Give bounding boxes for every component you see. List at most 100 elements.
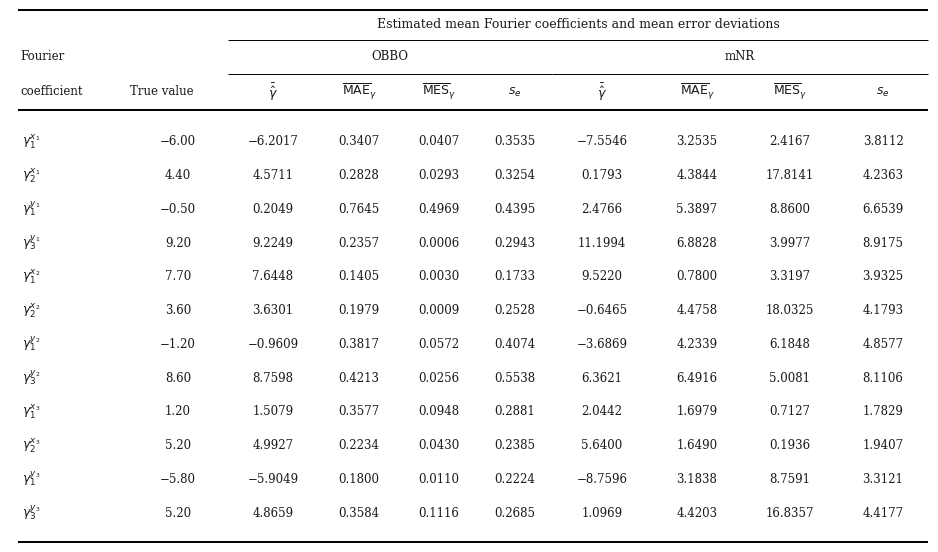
Text: $\overline{\mathrm{MAE}}_{\gamma}$: $\overline{\mathrm{MAE}}_{\gamma}$ <box>679 82 715 102</box>
Text: 0.2385: 0.2385 <box>494 439 536 452</box>
Text: 0.2234: 0.2234 <box>339 439 380 452</box>
Text: −5.80: −5.80 <box>160 473 196 486</box>
Text: OBBO: OBBO <box>371 50 409 63</box>
Text: 0.4395: 0.4395 <box>494 203 536 216</box>
Text: $\gamma_3^{y_1}$: $\gamma_3^{y_1}$ <box>22 233 40 253</box>
Text: 0.1793: 0.1793 <box>582 169 623 182</box>
Text: 3.8112: 3.8112 <box>863 135 903 148</box>
Text: −1.20: −1.20 <box>160 338 196 351</box>
Text: $\gamma_3^{y_2}$: $\gamma_3^{y_2}$ <box>22 369 40 388</box>
Text: 0.2685: 0.2685 <box>494 507 536 519</box>
Text: 0.7800: 0.7800 <box>676 270 718 283</box>
Text: $\gamma_1^{y_3}$: $\gamma_1^{y_3}$ <box>22 470 40 489</box>
Text: 6.3621: 6.3621 <box>582 371 623 385</box>
Text: −5.9049: −5.9049 <box>248 473 298 486</box>
Text: 8.7598: 8.7598 <box>252 371 294 385</box>
Text: 0.0110: 0.0110 <box>418 473 460 486</box>
Text: 11.1994: 11.1994 <box>578 237 627 250</box>
Text: 4.40: 4.40 <box>165 169 191 182</box>
Text: 4.1793: 4.1793 <box>862 304 903 317</box>
Text: $\overline{\mathrm{MAE}}_{\gamma}$: $\overline{\mathrm{MAE}}_{\gamma}$ <box>341 82 376 102</box>
Text: $s_e$: $s_e$ <box>876 86 890 99</box>
Text: 16.8357: 16.8357 <box>765 507 814 519</box>
Text: 6.8828: 6.8828 <box>676 237 718 250</box>
Text: 0.4213: 0.4213 <box>339 371 380 385</box>
Text: 1.7829: 1.7829 <box>863 405 903 418</box>
Text: 0.2528: 0.2528 <box>494 304 536 317</box>
Text: 0.1116: 0.1116 <box>418 507 460 519</box>
Text: −7.5546: −7.5546 <box>577 135 628 148</box>
Text: 0.1733: 0.1733 <box>494 270 536 283</box>
Text: −6.2017: −6.2017 <box>248 135 298 148</box>
Text: 8.7591: 8.7591 <box>769 473 810 486</box>
Text: 0.0430: 0.0430 <box>418 439 460 452</box>
Text: 0.1979: 0.1979 <box>339 304 380 317</box>
Text: 1.0969: 1.0969 <box>582 507 623 519</box>
Text: $\gamma_1^{x_1}$: $\gamma_1^{x_1}$ <box>22 132 40 151</box>
Text: 3.6301: 3.6301 <box>252 304 294 317</box>
Text: 2.4167: 2.4167 <box>769 135 810 148</box>
Text: 7.6448: 7.6448 <box>252 270 294 283</box>
Text: $\gamma_2^{x_1}$: $\gamma_2^{x_1}$ <box>22 166 40 185</box>
Text: 8.8600: 8.8600 <box>769 203 810 216</box>
Text: $\gamma_1^{x_2}$: $\gamma_1^{x_2}$ <box>22 268 40 286</box>
Text: −6.00: −6.00 <box>160 135 196 148</box>
Text: $\overline{\mathrm{MES}}_{\gamma}$: $\overline{\mathrm{MES}}_{\gamma}$ <box>773 82 808 102</box>
Text: Fourier: Fourier <box>20 50 64 63</box>
Text: 0.2049: 0.2049 <box>252 203 294 216</box>
Text: 0.2943: 0.2943 <box>494 237 536 250</box>
Text: 0.0256: 0.0256 <box>418 371 460 385</box>
Text: −3.6869: −3.6869 <box>577 338 628 351</box>
Text: 0.7127: 0.7127 <box>769 405 810 418</box>
Text: Estimated mean Fourier coefficients and mean error deviations: Estimated mean Fourier coefficients and … <box>377 19 779 31</box>
Text: 0.4074: 0.4074 <box>494 338 536 351</box>
Text: 8.1106: 8.1106 <box>863 371 903 385</box>
Text: 0.4969: 0.4969 <box>418 203 460 216</box>
Text: coefficient: coefficient <box>20 86 83 98</box>
Text: 5.0081: 5.0081 <box>769 371 810 385</box>
Text: mNR: mNR <box>725 50 755 63</box>
Text: 0.0572: 0.0572 <box>418 338 460 351</box>
Text: $\bar{\hat{\gamma}}$: $\bar{\hat{\gamma}}$ <box>597 81 607 103</box>
Text: 4.2339: 4.2339 <box>676 338 718 351</box>
Text: 0.3817: 0.3817 <box>339 338 380 351</box>
Text: 3.3197: 3.3197 <box>769 270 810 283</box>
Text: 3.3121: 3.3121 <box>863 473 903 486</box>
Text: 5.20: 5.20 <box>165 439 191 452</box>
Text: 0.1405: 0.1405 <box>339 270 380 283</box>
Text: 4.2363: 4.2363 <box>862 169 903 182</box>
Text: 6.1848: 6.1848 <box>769 338 810 351</box>
Text: 4.4177: 4.4177 <box>862 507 903 519</box>
Text: 3.2535: 3.2535 <box>676 135 718 148</box>
Text: 1.20: 1.20 <box>165 405 191 418</box>
Text: 7.70: 7.70 <box>165 270 191 283</box>
Text: 9.5220: 9.5220 <box>582 270 623 283</box>
Text: 0.0009: 0.0009 <box>418 304 460 317</box>
Text: 0.3577: 0.3577 <box>339 405 380 418</box>
Text: 8.60: 8.60 <box>165 371 191 385</box>
Text: 0.2881: 0.2881 <box>494 405 536 418</box>
Text: $\gamma_1^{y_1}$: $\gamma_1^{y_1}$ <box>22 200 40 219</box>
Text: 0.0293: 0.0293 <box>418 169 460 182</box>
Text: 1.6979: 1.6979 <box>676 405 718 418</box>
Text: 0.1800: 0.1800 <box>339 473 380 486</box>
Text: 3.1838: 3.1838 <box>676 473 718 486</box>
Text: $\bar{\hat{\gamma}}$: $\bar{\hat{\gamma}}$ <box>268 81 278 103</box>
Text: 6.4916: 6.4916 <box>676 371 718 385</box>
Text: 1.6490: 1.6490 <box>676 439 718 452</box>
Text: −0.9609: −0.9609 <box>248 338 298 351</box>
Text: 0.3254: 0.3254 <box>494 169 536 182</box>
Text: 0.0407: 0.0407 <box>418 135 460 148</box>
Text: 4.8659: 4.8659 <box>252 507 294 519</box>
Text: 4.5711: 4.5711 <box>252 169 294 182</box>
Text: 8.9175: 8.9175 <box>863 237 903 250</box>
Text: 0.0948: 0.0948 <box>418 405 460 418</box>
Text: 0.0030: 0.0030 <box>418 270 460 283</box>
Text: $\gamma_2^{x_2}$: $\gamma_2^{x_2}$ <box>22 301 40 320</box>
Text: 0.1936: 0.1936 <box>769 439 810 452</box>
Text: 6.6539: 6.6539 <box>862 203 903 216</box>
Text: $\gamma_3^{y_3}$: $\gamma_3^{y_3}$ <box>22 503 40 523</box>
Text: 0.2828: 0.2828 <box>339 169 379 182</box>
Text: $\overline{\mathrm{MES}}_{\gamma}$: $\overline{\mathrm{MES}}_{\gamma}$ <box>422 82 456 102</box>
Text: 1.9407: 1.9407 <box>862 439 903 452</box>
